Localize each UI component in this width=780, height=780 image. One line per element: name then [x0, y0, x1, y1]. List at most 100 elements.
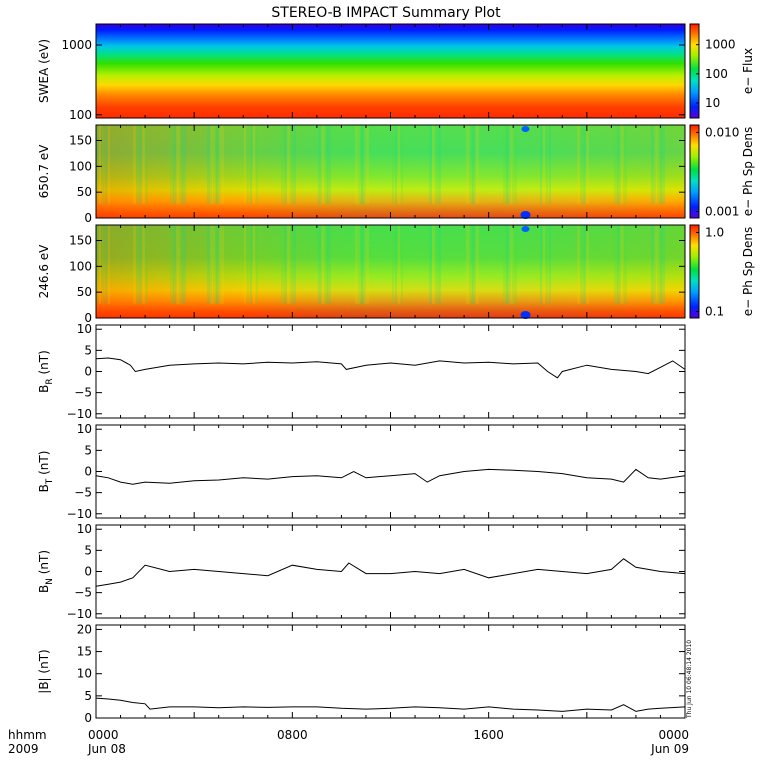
heatmap-streak: [244, 125, 246, 205]
heatmap-streak: [133, 225, 136, 305]
heatmap-streak: [392, 125, 394, 205]
heatmap-streak: [392, 225, 394, 305]
heatmap-streak: [293, 125, 296, 205]
heatmap-streak: [540, 125, 542, 205]
heatmap-streak: [660, 225, 665, 305]
series-line: [95, 697, 686, 712]
y-tick-label: 1000: [61, 38, 92, 52]
heatmap-streak: [179, 225, 183, 305]
heatmap-streak: [105, 125, 107, 205]
heatmap-streak: [99, 225, 101, 305]
y-tick-label: 0: [84, 565, 92, 579]
heatmap-streak: [543, 225, 545, 305]
heatmap-streak: [398, 125, 400, 205]
heatmap-streak: [324, 225, 328, 305]
panel-1: 1000 100 SWEA (eV) 1000 100 10 e− Flux: [37, 23, 755, 122]
heatmap-streak: [506, 225, 511, 305]
heatmap-streak: [102, 125, 104, 205]
heatmap-streak: [472, 225, 476, 305]
heatmap-streak: [543, 125, 545, 205]
heatmap-streak: [102, 225, 104, 305]
y-axis-label: SWEA (eV): [37, 39, 51, 103]
x-tick-label: 1600: [473, 728, 504, 742]
panel-frame: [95, 424, 686, 519]
timestamp: Thu Jun 10 06:48:14 2010: [686, 640, 693, 719]
series-line: [95, 558, 686, 587]
colorbar: [689, 124, 700, 219]
y-tick-label: −10: [67, 607, 92, 621]
heatmap-streak: [546, 225, 548, 305]
y-tick-label: 10: [77, 667, 92, 681]
heatmap-streak: [99, 125, 101, 205]
heatmap-streak: [509, 225, 514, 305]
heatmap-streak: [509, 125, 514, 205]
panel-7: 20 15 10 5 0 |B| (nT): [37, 622, 686, 725]
y-tick-label: 0: [84, 365, 92, 379]
heatmap-streak: [657, 125, 662, 205]
y-tick-label: 50: [77, 285, 92, 299]
heatmap-streak: [466, 125, 470, 205]
heatmap-streak: [586, 225, 589, 305]
y-tick-label: −5: [74, 486, 92, 500]
panel-3: 150 100 50 0 246.6 eV 1.0 0.1 e− Ph Sp Dens: [37, 224, 755, 325]
heatmap-streak: [435, 125, 438, 205]
heatmap-streak: [583, 225, 586, 305]
heatmap-streak: [654, 225, 659, 305]
colorbar-label: e− Flux: [741, 48, 755, 94]
heatmap-streak: [361, 225, 366, 305]
heatmap-streak: [466, 225, 470, 305]
heatmap-streak: [139, 125, 142, 205]
heatmap-streak: [512, 225, 517, 305]
heatmap-streak: [549, 125, 551, 205]
heatmap-streak: [651, 225, 656, 305]
y-tick-label: 15: [77, 645, 92, 659]
y-tick-label: 0: [84, 465, 92, 479]
heatmap-streak: [210, 225, 215, 305]
heatmap-streak: [506, 125, 511, 205]
heatmap-streak: [179, 125, 183, 205]
heatmap-streak: [281, 125, 284, 205]
heatmap-streak: [475, 225, 479, 305]
y-tick-label: 0: [84, 311, 92, 325]
y-tick-label: 0: [84, 211, 92, 225]
heatmap-streak: [432, 125, 435, 205]
x-axis-row1-label: hhmm: [8, 728, 47, 742]
panel-4: 10 5 0 −5 −10 BR (nT): [37, 322, 686, 421]
heatmap-streak: [182, 125, 186, 205]
y-tick-label: 10: [77, 322, 92, 336]
y-axis-label: 246.6 eV: [37, 244, 51, 299]
heatmap-streak: [253, 225, 255, 305]
heatmap-streak: [145, 125, 148, 205]
heatmap-streak: [247, 125, 249, 205]
heatmap-streak: [250, 225, 252, 305]
heatmap-streak: [657, 225, 662, 305]
colorbar: [689, 224, 700, 319]
y-tick-label: 150: [69, 134, 92, 148]
heatmap-streak: [546, 125, 548, 205]
y-tick-label: 100: [69, 108, 92, 122]
heatmap-streak: [623, 125, 627, 205]
heatmap-spot: [520, 311, 531, 319]
heatmap-streak: [256, 125, 258, 205]
colorbar-tick-label: 0.010: [705, 125, 739, 139]
heatmap-streak: [429, 225, 432, 305]
heatmap-streak: [170, 225, 174, 305]
colorbar-label: e− Ph Sp Dens: [741, 227, 755, 316]
x-tick-sublabel: Jun 09: [650, 742, 689, 756]
y-tick-label: 100: [69, 259, 92, 273]
y-tick-label: 5: [84, 343, 92, 357]
colorbar: [689, 23, 700, 119]
colorbar-tick-label: 100: [705, 67, 728, 81]
colorbar-label: e− Ph Sp Dens: [741, 127, 755, 216]
heatmap-streak: [213, 225, 218, 305]
heatmap-streak: [108, 125, 110, 205]
heatmap-streak: [577, 125, 580, 205]
y-tick-label: −10: [67, 507, 92, 521]
heatmap-streak: [660, 125, 665, 205]
heatmap-streak: [654, 125, 659, 205]
x-tick-label: 0800: [277, 728, 308, 742]
heatmap-streak: [620, 125, 624, 205]
heatmap-fill: [96, 24, 685, 118]
y-axis-label: |B| (nT): [37, 649, 51, 693]
